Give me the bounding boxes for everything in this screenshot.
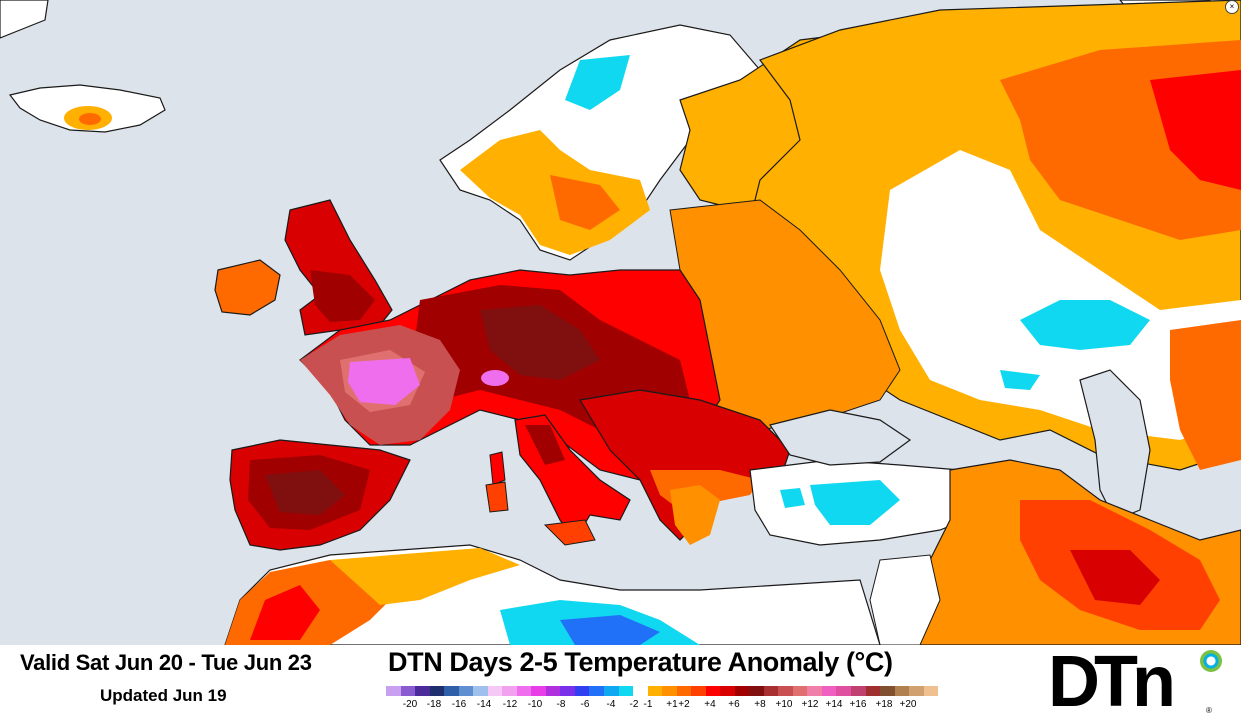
scale-swatch [473, 686, 488, 696]
scale-swatch [531, 686, 546, 696]
scale-swatch [924, 686, 939, 696]
scale-swatch [560, 686, 575, 696]
scale-swatch [866, 686, 881, 696]
scale-swatch [677, 686, 692, 696]
scale-swatch [880, 686, 895, 696]
dtn-logo-dot-icon [1200, 650, 1222, 672]
scale-swatch [793, 686, 808, 696]
close-icon[interactable]: × [1225, 0, 1239, 14]
scale-tick-label: +6 [728, 699, 739, 710]
scale-tick-label: +4 [704, 699, 715, 710]
color-scale-ticks: -20 -18 -16 -14 -12 -10 -8 -6 -4 -2 -1 +1 +2 +4 +6 +8 +1… [386, 699, 938, 713]
scale-swatch [546, 686, 561, 696]
scale-tick-label: -6 [581, 699, 590, 710]
scale-swatch [735, 686, 750, 696]
scale-swatch [488, 686, 503, 696]
scale-tick-label: -12 [503, 699, 517, 710]
scale-tick-label: +18 [876, 699, 893, 710]
scale-swatch [619, 686, 634, 696]
scale-tick-label: -18 [427, 699, 441, 710]
scale-swatch [720, 686, 735, 696]
scale-swatch [691, 686, 706, 696]
scale-swatch [589, 686, 604, 696]
iceland-anomaly-core [79, 113, 101, 125]
scale-tick-label: +1 [666, 699, 677, 710]
scale-swatch [662, 686, 677, 696]
scale-swatch [822, 686, 837, 696]
scale-swatch [851, 686, 866, 696]
scale-tick-label: -1 [644, 699, 653, 710]
scale-tick-label: -8 [557, 699, 566, 710]
corsica-land [490, 452, 505, 485]
scale-swatch [909, 686, 924, 696]
updated-date: Updated Jun 19 [100, 686, 227, 706]
scale-swatch [749, 686, 764, 696]
temperature-anomaly-map [0, 0, 1241, 645]
scale-swatch [517, 686, 532, 696]
scale-tick-label: -4 [607, 699, 616, 710]
registered-mark: ® [1206, 706, 1212, 715]
map-title: DTN Days 2-5 Temperature Anomaly (°C) [388, 647, 893, 678]
scale-tick-label: -2 [630, 699, 639, 710]
scale-tick-label: +8 [754, 699, 765, 710]
scale-tick-label: +10 [776, 699, 793, 710]
scale-swatch [633, 686, 648, 696]
scale-swatch [444, 686, 459, 696]
scale-tick-label: -10 [528, 699, 542, 710]
scale-tick-label: +16 [850, 699, 867, 710]
scale-swatch [807, 686, 822, 696]
scale-tick-label: -20 [403, 699, 417, 710]
scale-tick-label: +20 [900, 699, 917, 710]
scale-swatch [575, 686, 590, 696]
scale-swatch [459, 686, 474, 696]
scale-swatch [648, 686, 663, 696]
scale-tick-label: +12 [802, 699, 819, 710]
dtn-logo-text: DTn [1048, 642, 1170, 722]
scale-tick-label: +14 [826, 699, 843, 710]
scale-swatch [706, 686, 721, 696]
scale-swatch [764, 686, 779, 696]
scale-swatch [836, 686, 851, 696]
alps-extreme-core [481, 370, 509, 386]
valid-dates: Valid Sat Jun 20 - Tue Jun 23 [20, 650, 312, 676]
scale-tick-label: -14 [477, 699, 491, 710]
sardinia-land [486, 482, 508, 512]
scale-swatch [430, 686, 445, 696]
color-scale [386, 686, 938, 696]
scale-swatch [401, 686, 416, 696]
scale-tick-label: -16 [452, 699, 466, 710]
scale-swatch [502, 686, 517, 696]
scale-swatch [895, 686, 910, 696]
scale-swatch [778, 686, 793, 696]
scale-swatch [415, 686, 430, 696]
scale-swatch [386, 686, 401, 696]
dtn-logo: DTn ® [1048, 648, 1234, 718]
scale-swatch [604, 686, 619, 696]
scale-tick-label: +2 [678, 699, 689, 710]
